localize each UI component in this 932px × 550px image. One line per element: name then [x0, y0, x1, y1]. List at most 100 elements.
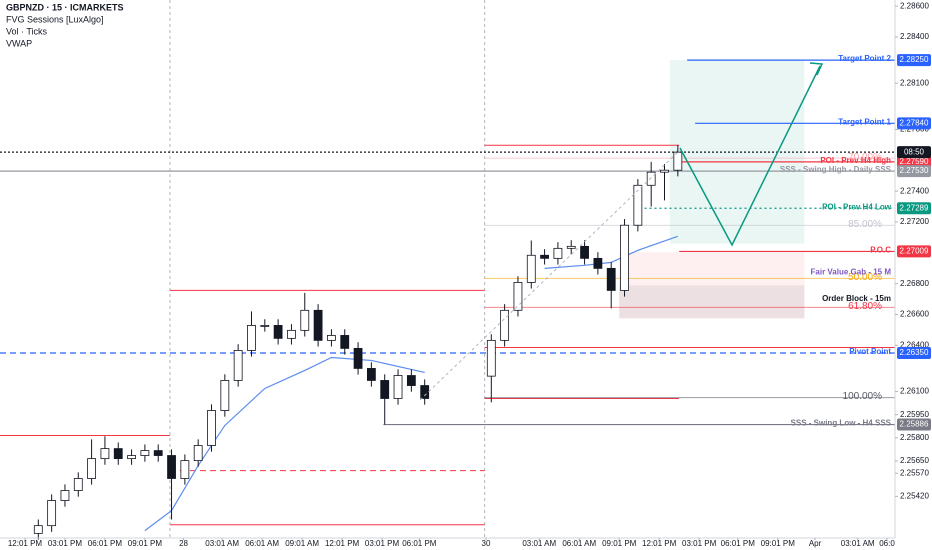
price-tag — [897, 117, 931, 130]
candle-body — [47, 500, 57, 527]
chart-title: GBPNZD · 15 · ICMARKETS — [6, 2, 124, 12]
candle-body — [140, 450, 150, 456]
candle-body — [153, 450, 163, 456]
candle-body — [380, 380, 390, 399]
y-tick-label: 2.25950 — [900, 410, 929, 419]
candle-body — [566, 245, 576, 249]
candle-body — [353, 347, 363, 369]
candle-body — [113, 448, 123, 460]
candle-body — [553, 247, 563, 259]
projection-arrow — [679, 65, 821, 247]
candle-body — [167, 455, 176, 479]
x-tick-label: 09:01 AM — [285, 539, 319, 548]
x-tick-label: 09:01 PM — [602, 539, 637, 548]
y-tick-label: 2.27400 — [900, 186, 929, 195]
candle-body — [60, 490, 70, 501]
x-tick-label: 03:01 AM — [205, 539, 239, 548]
candle-body — [513, 282, 523, 311]
x-tick-label: Apr — [809, 539, 822, 548]
x-tick-label: 28 — [179, 539, 188, 548]
candle-body — [260, 325, 270, 327]
price-tag-label: 2.25886 — [900, 420, 929, 429]
candle-body — [273, 325, 283, 339]
level-label: POI - Prev H4 Low — [822, 202, 892, 211]
price-tag — [897, 347, 931, 360]
price-tag-label: 2.27289 — [900, 203, 929, 212]
candle-body — [633, 184, 643, 226]
y-tick-label: 2.26800 — [900, 279, 929, 288]
candle-body — [646, 171, 656, 186]
price-tag — [897, 202, 931, 215]
candle-body — [340, 335, 350, 349]
candle-body — [247, 325, 256, 351]
price-tag — [897, 418, 931, 431]
level-label: SSS - Swing Low - H4 SSS — [791, 419, 892, 428]
candle-body — [73, 478, 83, 491]
y-tick-label: 2.25420 — [900, 491, 929, 500]
candle-body — [420, 385, 430, 399]
x-tick-label: 06:0 — [879, 539, 895, 548]
x-tick-label: 12:01 PM — [8, 539, 43, 548]
price-tag-label: 2.26350 — [900, 348, 929, 357]
candle-body — [526, 254, 536, 283]
x-tick-label: 03:01 PM — [365, 539, 400, 548]
arrow-head — [809, 62, 824, 76]
x-tick-label: 12:01 PM — [642, 539, 677, 548]
y-tick-label: 2.26600 — [900, 310, 929, 319]
x-tick-label: 03:01 AM — [841, 539, 875, 548]
x-tick-label: 30 — [482, 539, 491, 548]
price-tag — [897, 155, 931, 168]
x-tick-label: 03:01 AM — [522, 539, 556, 548]
price-tag — [897, 54, 931, 67]
candle-body — [673, 151, 683, 171]
level-label: Pivot Point — [849, 347, 891, 356]
candle-body — [287, 329, 296, 339]
x-tick-label: 09:01 PM — [128, 539, 163, 548]
price-tag-label: 2.27009 — [900, 247, 929, 256]
x-tick-label: 03:01 PM — [48, 539, 83, 548]
price-tag-label: 2.27840 — [900, 118, 929, 127]
candle-body — [606, 267, 616, 291]
price-tag-label: 2.28250 — [900, 55, 929, 64]
candle-body — [580, 245, 589, 259]
y-tick-label: 2.25570 — [900, 468, 929, 477]
x-tick-label: 03:01 PM — [682, 539, 717, 548]
indicator-label: Vol · Ticks — [6, 26, 48, 36]
fib-label: 61.80% — [848, 301, 882, 312]
candle-body — [486, 339, 496, 377]
y-tick-label: 2.28100 — [900, 78, 929, 87]
price-tag-label: 2.27530 — [900, 166, 929, 175]
y-tick-label: 2.28600 — [900, 1, 929, 10]
x-tick-label: 06:01 PM — [402, 539, 437, 548]
candle-body — [127, 455, 136, 460]
x-tick-label: 09:01 PM — [761, 539, 796, 548]
price-axis — [895, 0, 932, 550]
candle-body — [540, 254, 549, 259]
candle-body — [207, 410, 216, 446]
candle-body — [220, 380, 230, 411]
fib-label: 50.00% — [848, 272, 882, 283]
x-tick-label: 06:01 PM — [721, 539, 756, 548]
level-label: POI - Prev H4 High — [820, 156, 891, 165]
price-tag — [897, 245, 931, 258]
candle-body — [393, 375, 403, 399]
countdown-label: 08:50 — [904, 147, 925, 156]
candle-body — [87, 458, 96, 479]
countdown-tag — [897, 146, 931, 159]
level-label: Target Point 1 — [838, 117, 891, 126]
candle-body — [620, 224, 629, 291]
candle-body — [33, 525, 43, 534]
x-tick-label: 06:01 AM — [562, 539, 596, 548]
price-tag-label: 2.27590 — [900, 157, 929, 166]
level-label: Target Point 2 — [838, 54, 891, 63]
y-tick-label: 2.25650 — [900, 456, 929, 465]
plot-area — [0, 0, 895, 540]
fib-trend-line — [419, 149, 681, 401]
candle-body — [593, 257, 603, 269]
y-tick-label: 2.27200 — [900, 217, 929, 226]
y-tick-label: 2.28400 — [900, 32, 929, 41]
indicator-label: FVG Sessions [LuxAlgo] — [6, 14, 104, 24]
candle-body — [313, 309, 323, 341]
